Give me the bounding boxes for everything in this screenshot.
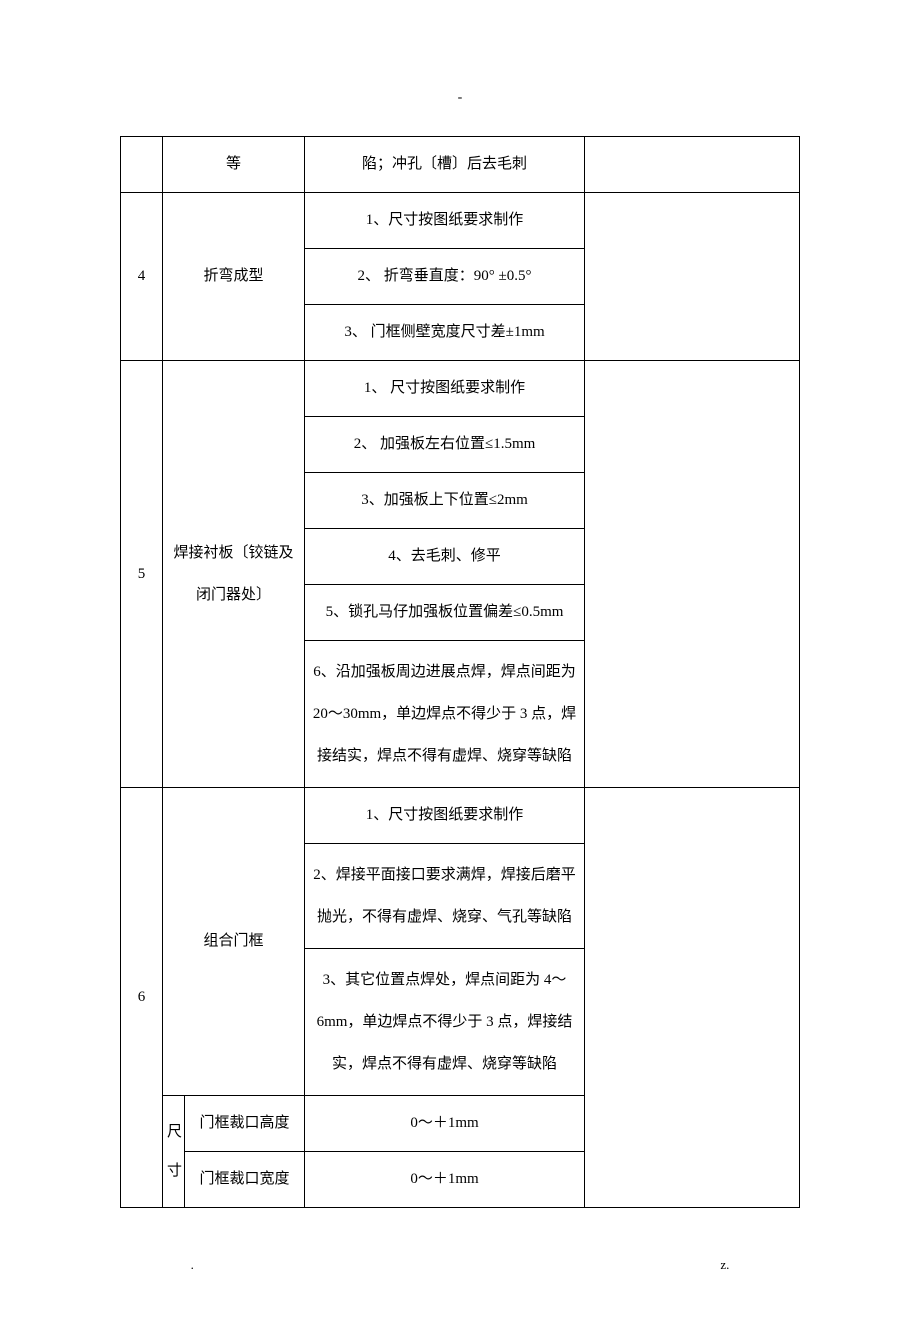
cell-num xyxy=(121,137,163,193)
cell-note xyxy=(585,788,800,1208)
cell-process: 折弯成型 xyxy=(163,193,305,361)
cell-requirement: 1、尺寸按图纸要求制作 xyxy=(305,788,585,844)
header-mark: - xyxy=(120,80,800,116)
table-row: 6 组合门框 1、尺寸按图纸要求制作 xyxy=(121,788,800,844)
cell-requirement: 陷；冲孔〔槽〕后去毛刺 xyxy=(305,137,585,193)
cell-requirement: 3、 门框侧壁宽度尺寸差±1mm xyxy=(305,305,585,361)
cell-requirement: 6、沿加强板周边进展点焊，焊点间距为 20～30mm，单边焊点不得少于 3 点，… xyxy=(305,641,585,788)
cell-sublabel: 尺寸 xyxy=(163,1096,185,1208)
cell-requirement: 0～＋1mm xyxy=(305,1096,585,1152)
document-page: - 等 陷；冲孔〔槽〕后去毛刺 4 折弯成型 1、尺寸按图纸要求制作 2、 折弯… xyxy=(0,0,920,1342)
cell-process: 焊接衬板〔铰链及闭门器处〕 xyxy=(163,361,305,788)
cell-subname: 门框裁口宽度 xyxy=(185,1152,305,1208)
cell-num: 6 xyxy=(121,788,163,1208)
cell-requirement: 1、 尺寸按图纸要求制作 xyxy=(305,361,585,417)
cell-process: 组合门框 xyxy=(163,788,305,1096)
cell-requirement: 1、尺寸按图纸要求制作 xyxy=(305,193,585,249)
footer-right: z. xyxy=(720,1257,729,1272)
footer-left: . xyxy=(191,1257,194,1272)
cell-requirement: 3、加强板上下位置≤2mm xyxy=(305,473,585,529)
cell-num: 5 xyxy=(121,361,163,788)
cell-subname: 门框裁口高度 xyxy=(185,1096,305,1152)
cell-requirement: 2、焊接平面接口要求满焊，焊接后磨平抛光，不得有虚焊、烧穿、气孔等缺陷 xyxy=(305,844,585,949)
cell-num: 4 xyxy=(121,193,163,361)
footer-marks: . z. xyxy=(120,1248,800,1282)
table-row: 等 陷；冲孔〔槽〕后去毛刺 xyxy=(121,137,800,193)
cell-note xyxy=(585,361,800,788)
cell-requirement: 3、其它位置点焊处，焊点间距为 4～6mm，单边焊点不得少于 3 点，焊接结实，… xyxy=(305,949,585,1096)
cell-requirement: 0～＋1mm xyxy=(305,1152,585,1208)
cell-process: 等 xyxy=(163,137,305,193)
cell-note xyxy=(585,193,800,361)
table-row: 4 折弯成型 1、尺寸按图纸要求制作 xyxy=(121,193,800,249)
process-table: 等 陷；冲孔〔槽〕后去毛刺 4 折弯成型 1、尺寸按图纸要求制作 2、 折弯垂直… xyxy=(120,136,800,1208)
cell-requirement: 2、 折弯垂直度：90° ±0.5° xyxy=(305,249,585,305)
table-row: 5 焊接衬板〔铰链及闭门器处〕 1、 尺寸按图纸要求制作 xyxy=(121,361,800,417)
cell-requirement: 5、锁孔马仔加强板位置偏差≤0.5mm xyxy=(305,585,585,641)
cell-requirement: 4、去毛刺、修平 xyxy=(305,529,585,585)
cell-note xyxy=(585,137,800,193)
cell-requirement: 2、 加强板左右位置≤1.5mm xyxy=(305,417,585,473)
